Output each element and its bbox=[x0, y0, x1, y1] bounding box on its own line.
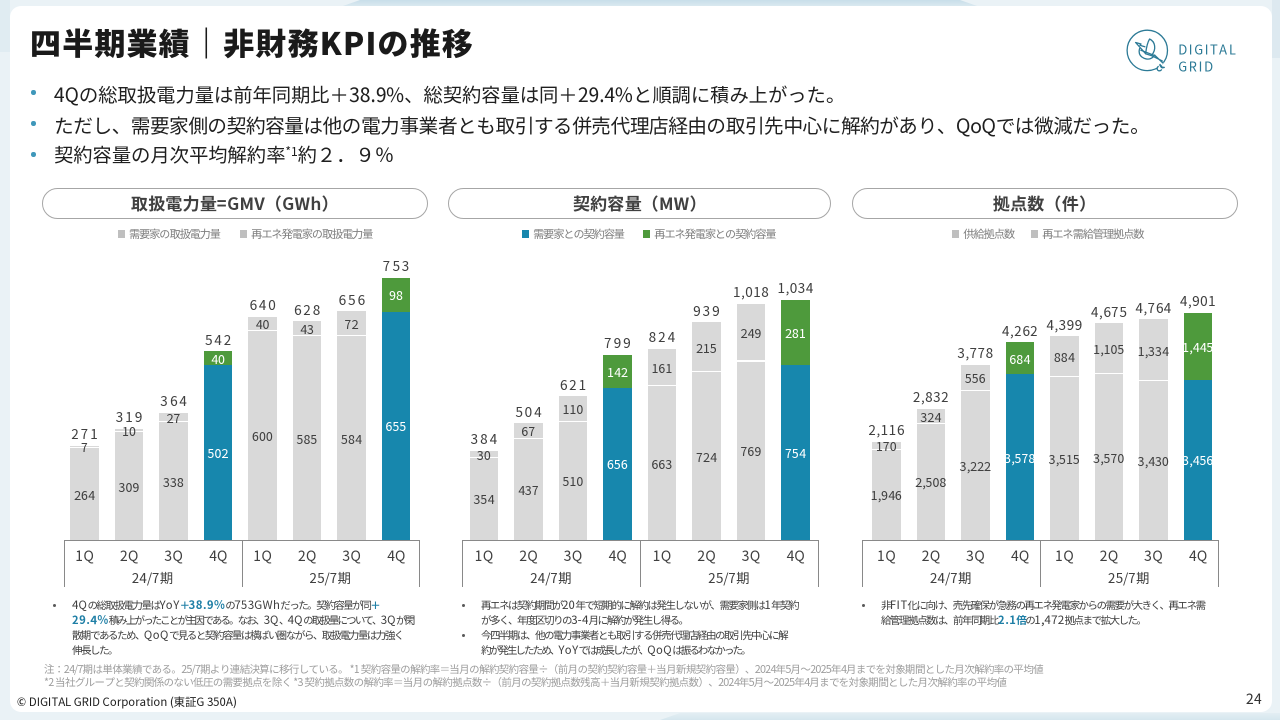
svg-text:DIGITAL: DIGITAL bbox=[1178, 40, 1237, 59]
svg-text:GRID: GRID bbox=[1178, 57, 1214, 76]
